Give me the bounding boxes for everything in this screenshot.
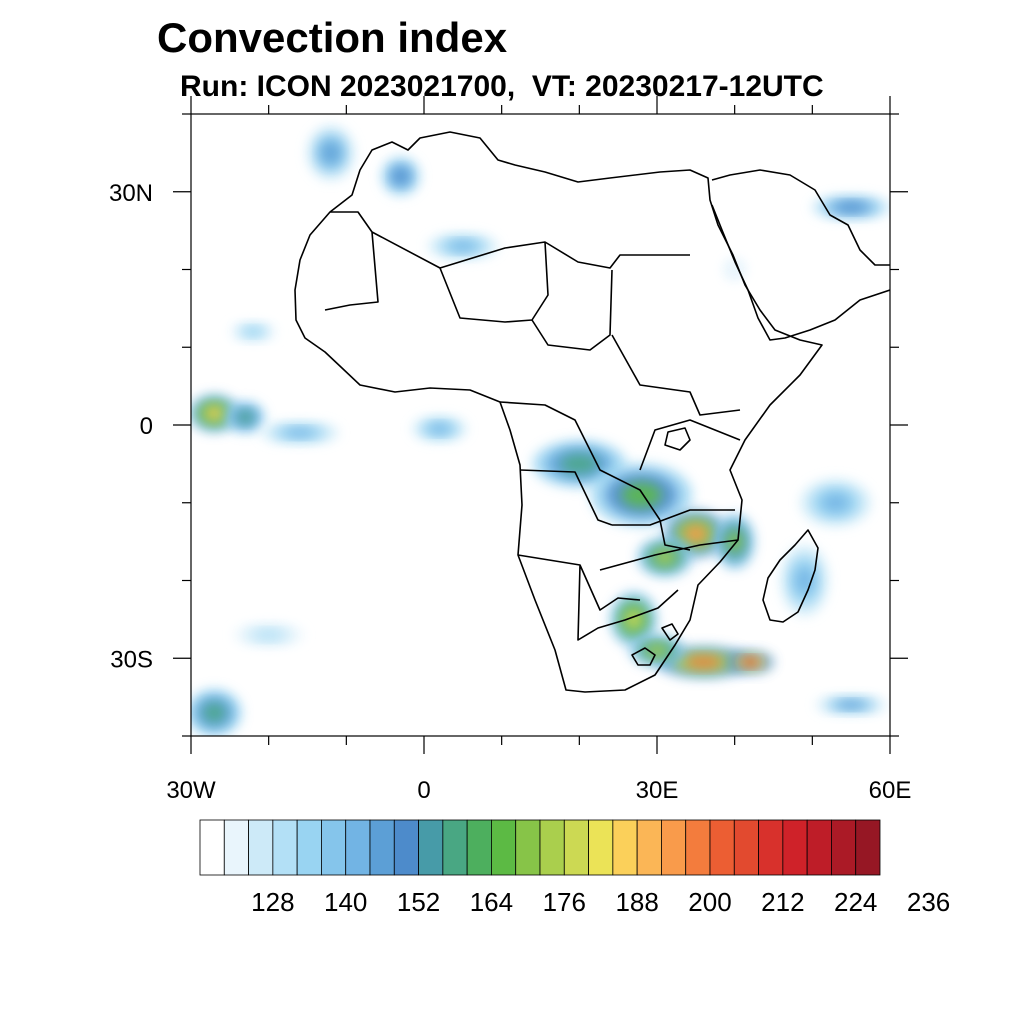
lon-tick-label: 30E (636, 777, 679, 804)
colorbar-swatch (636, 819, 662, 876)
colorbar-swatch (806, 819, 832, 876)
madagascar-coastline (762, 529, 819, 623)
colorbar-swatch (272, 819, 298, 876)
colorbar-label: 200 (688, 887, 731, 917)
lon-tick-label: 0 (417, 777, 430, 804)
convection-cell-15-level-2 (684, 655, 723, 669)
colorbar-swatch (491, 819, 517, 876)
lat-tick-label: 0 (140, 413, 153, 440)
convection-cell-7-level-2 (835, 202, 867, 212)
convection-cell-3-level-2 (428, 423, 451, 434)
colorbar-label: 224 (834, 887, 877, 917)
colorbar: 128 140 152 164 176 188 200 212 224 236 (199, 819, 950, 917)
colorbar-swatch (418, 819, 444, 876)
map-title: Convection index (157, 14, 508, 61)
colorbar-label: 140 (324, 887, 367, 917)
colorbar-swatch (515, 819, 541, 876)
convection-cell-9-level-2 (560, 454, 598, 474)
convection-cell-1-level-2 (237, 411, 254, 424)
convection-cell-6-level-2 (448, 241, 477, 252)
africa-coastline (294, 131, 823, 693)
coastlines-and-borders (294, 131, 890, 693)
colorbar-swatch (685, 819, 711, 876)
lon-tick-label: 30W (166, 777, 216, 804)
colorbar-swatch (199, 819, 225, 876)
colorbar-swatch (709, 819, 735, 876)
lake-victoria (664, 427, 691, 451)
colorbar-swatch (321, 819, 347, 876)
convection-cell-16-level-2 (740, 657, 760, 667)
colorbar-swatch (588, 819, 614, 876)
colorbar-label: 164 (470, 887, 513, 917)
colorbar-swatch (466, 819, 492, 876)
lesotho-border (631, 647, 656, 666)
colorbar-swatch (661, 819, 687, 876)
lat-tick-label: 30S (110, 646, 153, 673)
colorbar-swatch (855, 819, 881, 876)
colorbar-swatch (733, 819, 759, 876)
colorbar-swatch (563, 819, 589, 876)
convection-cell-10-level-2 (621, 482, 662, 508)
convection-cell-22-level-2 (254, 630, 283, 640)
colorbar-swatch (248, 819, 274, 876)
colorbar-swatch (369, 819, 395, 876)
map-ticks: 30N 0 30S 30W 0 30E 60E (109, 96, 911, 804)
colorbar-swatch (223, 819, 249, 876)
colorbar-swatch (758, 819, 784, 876)
convection-cell-2-level-2 (284, 428, 316, 438)
country-borders (324, 211, 741, 641)
colorbar-label: 176 (543, 887, 586, 917)
arabia-coastline (711, 169, 890, 341)
convection-cell-5-level-2 (392, 168, 409, 184)
colorbar-swatch (612, 819, 638, 876)
colorbar-swatch (442, 819, 468, 876)
colorbar-swatch (296, 819, 322, 876)
colorbar-swatch (393, 819, 419, 876)
colorbar-swatch (539, 819, 565, 876)
eswatini-border (661, 623, 679, 641)
convection-cell-20-level-2 (203, 703, 226, 723)
colorbar-label: 128 (251, 887, 294, 917)
lon-tick-label: 60E (869, 777, 912, 804)
colorbar-swatch (831, 819, 857, 876)
colorbar-label: 212 (761, 887, 804, 917)
convection-cell-14-level-2 (624, 608, 644, 631)
colorbar-label: 236 (907, 887, 950, 917)
colorbar-swatch (345, 819, 371, 876)
convection-cell-19-level-2 (821, 493, 850, 513)
colorbar-swatch (782, 819, 808, 876)
lat-tick-label: 30N (109, 180, 153, 207)
colorbar-label: 152 (397, 887, 440, 917)
colorbar-label: 188 (615, 887, 658, 917)
convection-cell-8-level-2 (243, 327, 263, 336)
map-subtitle: Run: ICON 2023021700, VT: 20230217-12UTC (180, 70, 824, 103)
convection-cell-0-level-2 (204, 405, 225, 421)
convection-cell-4-level-2 (321, 141, 341, 164)
convection-cell-11-level-2 (683, 524, 709, 544)
convection-cell-21-level-2 (837, 701, 866, 709)
convection-cell-17-level-2 (646, 644, 668, 657)
